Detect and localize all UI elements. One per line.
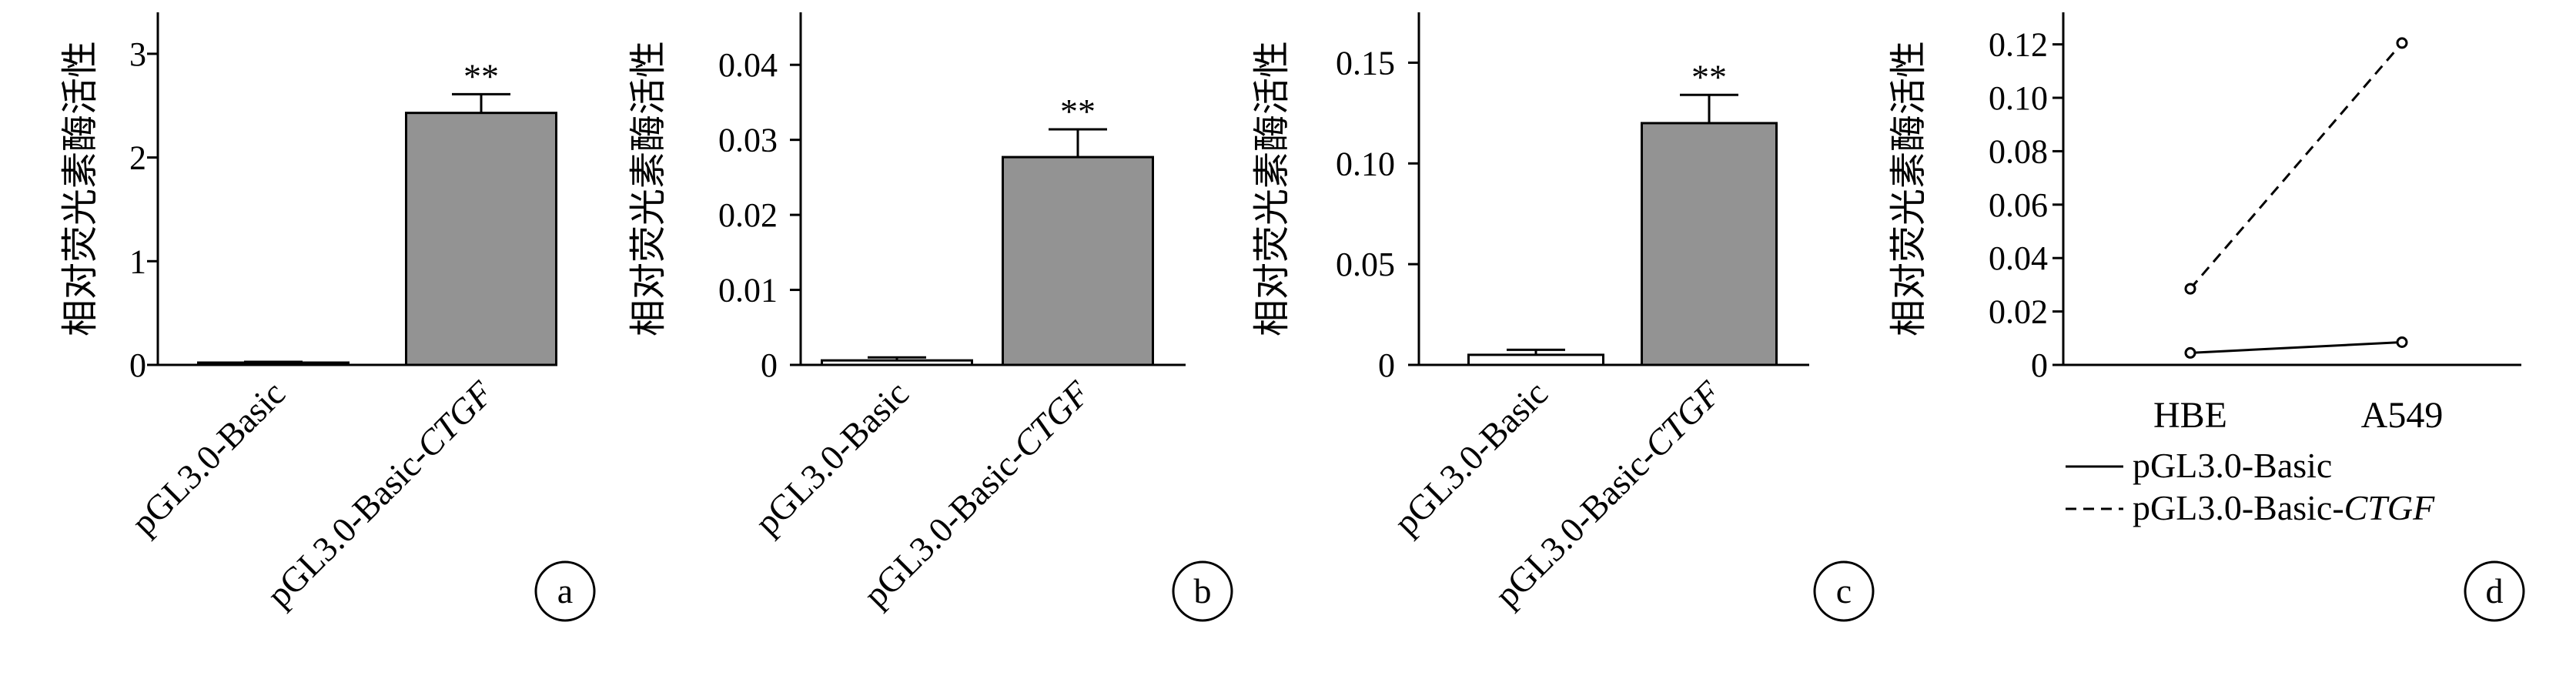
significance-label: ** — [1691, 57, 1727, 96]
bar — [197, 361, 350, 366]
legend-label: pGL3.0-Basic — [2133, 446, 2332, 485]
y-tick-label: 0.04 — [1989, 239, 2048, 277]
y-tick-label: 0.10 — [1989, 79, 2048, 117]
y-tick-label: 0.03 — [718, 122, 778, 159]
data-point — [2184, 283, 2196, 295]
significance-label: ** — [463, 56, 499, 95]
y-tick-label: 3 — [129, 35, 146, 73]
y-tick-label: 0.15 — [1336, 44, 1395, 82]
x-tick-label: pGL3.0-Basic — [748, 373, 916, 542]
panel-label: b — [1194, 571, 1212, 610]
y-axis-label: 相对荧光素酶活性 — [1252, 41, 1293, 336]
y-tick-label: 0 — [761, 346, 778, 384]
panel-d: 0 0.02 0.04 0.06 0.08 0.10 0.12 相对荧光素酶活性 HBE A549… — [1889, 12, 2525, 622]
x-tick-label: pGL3.0-Basic — [124, 373, 293, 542]
x-tick-label: A549 — [2361, 395, 2444, 436]
y-axis-label: 相对荧光素酶活性 — [60, 41, 101, 336]
x-tick-label: pGL3.0-Basic — [1387, 373, 1555, 542]
y-tick-label: 1 — [129, 242, 146, 280]
y-tick-label: 0.05 — [1336, 246, 1395, 283]
y-tick-label: 2 — [129, 139, 146, 177]
series-line — [2190, 341, 2403, 354]
x-tick-label: HBE — [2153, 395, 2227, 436]
panel-c: 00.050.100.15相对荧光素酶活性pGL3.0-Basic**pGL3.… — [1252, 12, 1875, 622]
bar — [821, 359, 973, 366]
data-point — [2396, 336, 2408, 349]
y-tick-label: 0.04 — [718, 46, 778, 84]
y-tick-label: 0 — [129, 346, 146, 384]
y-tick-label: 0 — [2031, 346, 2048, 384]
y-tick-label: 0.10 — [1336, 145, 1395, 182]
panel-label-circle — [1813, 560, 1875, 622]
panel-label: d — [2486, 571, 2504, 610]
y-tick-label: 0.12 — [1989, 26, 2048, 64]
y-axis-label: 相对荧光素酶活性 — [1889, 41, 1929, 336]
panel-label-circle — [2464, 560, 2525, 622]
y-axis-label: 相对荧光素酶活性 — [628, 41, 669, 336]
legend-label: pGL3.0-Basic-CTGF — [2133, 488, 2435, 527]
panel-label-circle — [534, 560, 596, 622]
y-tick-label: 0.01 — [718, 272, 778, 309]
y-tick-label: 0.06 — [1989, 186, 2048, 224]
y-tick-label: 0.02 — [718, 196, 778, 234]
y-tick-label: 0.02 — [1989, 293, 2048, 331]
panel-label-circle — [1172, 560, 1233, 622]
y-tick-label: 0.08 — [1989, 132, 2048, 170]
y-tick-label: 0 — [1378, 346, 1395, 384]
panel-label: a — [557, 571, 573, 610]
x-tick-label: pGL3.0-Basic-CTGF — [259, 373, 501, 614]
bar — [405, 112, 557, 366]
bar — [1002, 156, 1154, 366]
series-line — [2189, 42, 2404, 290]
data-point — [2396, 37, 2408, 49]
panel-b: 00.010.020.030.04相对荧光素酶活性pGL3.0-Basic**p… — [628, 12, 1233, 622]
bar — [1467, 353, 1604, 366]
panel-label: c — [1836, 571, 1852, 610]
bar — [1641, 122, 1778, 366]
panel-a: 0 1 2 3 相对荧光素酶活性 pGL3.0-Basic ** pGL3.0-Basic-C… — [60, 12, 596, 622]
significance-label: ** — [1060, 92, 1096, 131]
data-point — [2184, 346, 2196, 359]
